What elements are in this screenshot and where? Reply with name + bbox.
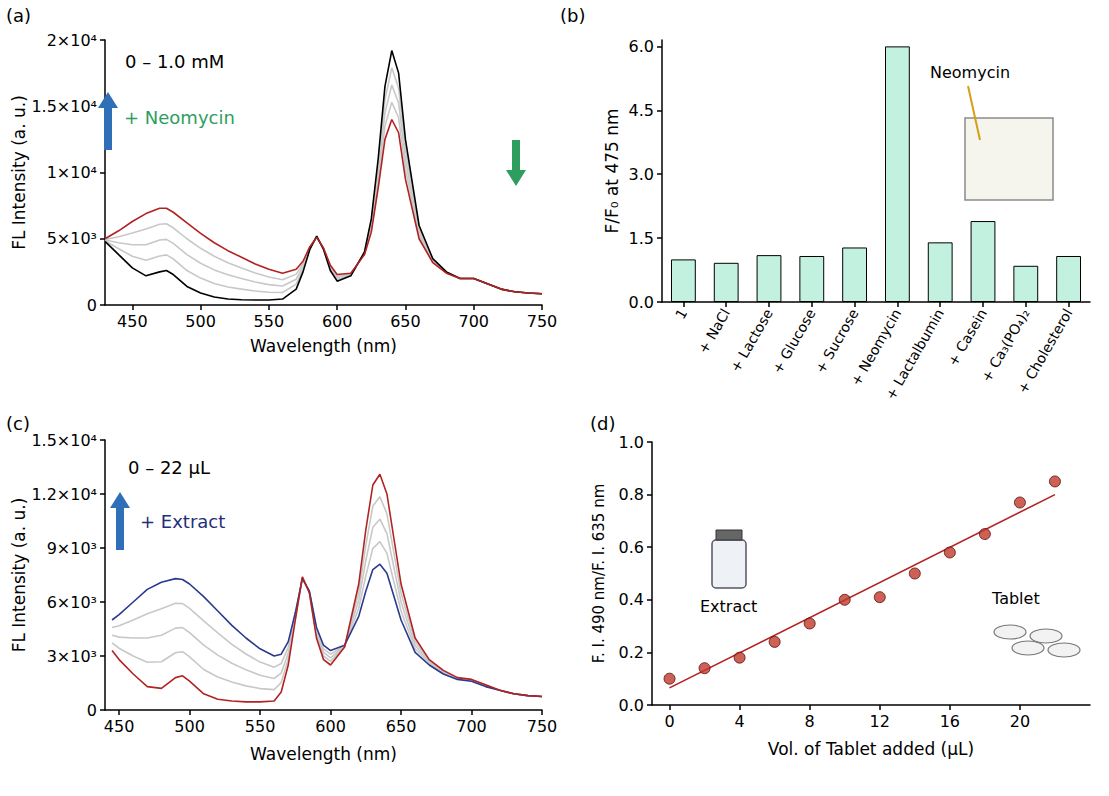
svg-text:6×10³: 6×10³ <box>47 593 97 612</box>
svg-text:12: 12 <box>870 712 890 731</box>
svg-text:1.5×10⁴: 1.5×10⁴ <box>31 97 97 116</box>
svg-text:1×10⁴: 1×10⁴ <box>47 163 97 182</box>
svg-text:600: 600 <box>322 312 353 331</box>
svg-text:500: 500 <box>185 312 216 331</box>
svg-text:Wavelength (nm): Wavelength (nm) <box>250 744 397 764</box>
svg-text:1.2×10⁴: 1.2×10⁴ <box>31 485 97 504</box>
svg-text:4: 4 <box>735 712 745 731</box>
svg-text:+ Cholesterol: + Cholesterol <box>1014 306 1075 396</box>
svg-text:450: 450 <box>117 312 148 331</box>
svg-text:(c): (c) <box>6 413 30 434</box>
svg-text:4.5: 4.5 <box>629 101 654 120</box>
svg-text:Wavelength (nm): Wavelength (nm) <box>250 336 397 356</box>
svg-text:0.0: 0.0 <box>629 293 654 312</box>
svg-text:+ Neomycin: + Neomycin <box>847 306 905 389</box>
svg-text:3.0: 3.0 <box>629 165 654 184</box>
svg-text:F. I. 490 nm/F. I. 635 nm: F. I. 490 nm/F. I. 635 nm <box>590 484 608 664</box>
svg-text:1.5×10⁴: 1.5×10⁴ <box>31 431 97 450</box>
svg-text:6.0: 6.0 <box>629 37 654 56</box>
svg-text:(a): (a) <box>6 5 31 26</box>
svg-text:+ Lactose: + Lactose <box>727 306 776 375</box>
svg-text:20: 20 <box>1010 712 1030 731</box>
svg-text:+ Ca₃(PO₄)₂: + Ca₃(PO₄)₂ <box>978 306 1033 385</box>
svg-text:0.2: 0.2 <box>619 643 644 662</box>
svg-text:+ Glucose: + Glucose <box>769 306 819 376</box>
svg-text:F/F₀ at 475 nm: F/F₀ at 475 nm <box>602 108 622 233</box>
svg-text:0: 0 <box>664 712 674 731</box>
svg-text:+ Sucrose: + Sucrose <box>812 306 862 376</box>
svg-text:3×10³: 3×10³ <box>47 647 97 666</box>
svg-text:700: 700 <box>458 312 489 331</box>
svg-text:0: 0 <box>87 701 97 720</box>
svg-text:Tablet: Tablet <box>991 589 1040 608</box>
svg-text:1: 1 <box>672 306 690 322</box>
svg-text:650: 650 <box>386 717 417 736</box>
svg-text:550: 550 <box>245 717 276 736</box>
svg-text:+ NaCl: + NaCl <box>695 306 733 356</box>
svg-text:(d): (d) <box>590 413 615 434</box>
svg-text:1.5: 1.5 <box>629 229 654 248</box>
svg-text:750: 750 <box>527 717 558 736</box>
svg-text:Extract: Extract <box>700 597 757 616</box>
svg-text:0 – 1.0 mM: 0 – 1.0 mM <box>125 51 224 72</box>
svg-text:Neomycin: Neomycin <box>930 63 1010 82</box>
svg-text:5×10³: 5×10³ <box>47 229 97 248</box>
svg-text:+ Casein: + Casein <box>945 306 990 369</box>
svg-text:600: 600 <box>315 717 346 736</box>
svg-text:650: 650 <box>390 312 421 331</box>
svg-text:450: 450 <box>104 717 135 736</box>
svg-text:FL Intensity (a. u.): FL Intensity (a. u.) <box>9 95 29 250</box>
svg-text:0.0: 0.0 <box>619 696 644 715</box>
svg-text:750: 750 <box>527 312 558 331</box>
svg-text:+ Lactalbumin: + Lactalbumin <box>882 306 947 403</box>
svg-text:550: 550 <box>254 312 285 331</box>
svg-text:2×10⁴: 2×10⁴ <box>47 31 97 50</box>
svg-text:FL Intensity (a. u.): FL Intensity (a. u.) <box>9 498 29 653</box>
svg-text:+ Extract: + Extract <box>140 511 225 532</box>
svg-text:0.4: 0.4 <box>619 590 644 609</box>
svg-text:1.0: 1.0 <box>619 433 644 452</box>
svg-text:16: 16 <box>940 712 960 731</box>
svg-text:500: 500 <box>174 717 205 736</box>
svg-text:0.8: 0.8 <box>619 485 644 504</box>
svg-text:700: 700 <box>456 717 487 736</box>
svg-text:+ Neomycin: + Neomycin <box>124 107 235 128</box>
svg-text:(b): (b) <box>560 5 585 26</box>
svg-text:0.6: 0.6 <box>619 538 644 557</box>
svg-text:0: 0 <box>87 296 97 315</box>
svg-text:0 – 22 μL: 0 – 22 μL <box>128 457 210 478</box>
svg-text:8: 8 <box>805 712 815 731</box>
svg-text:9×10³: 9×10³ <box>47 539 97 558</box>
svg-text:Vol. of Tablet added (μL): Vol. of Tablet added (μL) <box>768 739 974 759</box>
